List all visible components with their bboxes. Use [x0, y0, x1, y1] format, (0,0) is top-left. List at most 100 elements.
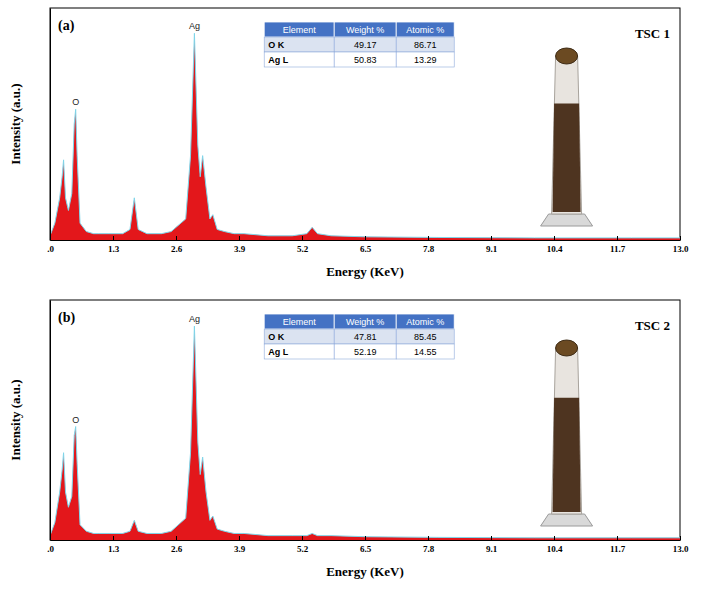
x-tick-label: 11.7: [610, 244, 626, 254]
x-tick-mark: [302, 236, 303, 240]
table-cell: [396, 344, 454, 359]
x-tick-mark: [302, 536, 303, 540]
y-axis: [50, 301, 51, 541]
x-tick-label: 7.8: [423, 244, 435, 254]
vial-base: [541, 514, 593, 526]
x-tick-label: 3.9: [234, 544, 246, 554]
table-header-text: Element: [283, 25, 317, 35]
x-tick-label: 3.9: [234, 244, 246, 254]
spectrum-area: [50, 33, 680, 240]
table-row-head: O K: [268, 332, 285, 342]
x-tick-label: 7.8: [423, 544, 435, 554]
table-value: 49.17: [354, 40, 377, 50]
table-header-cell: [396, 22, 454, 37]
x-axis: .01.32.63.95.26.57.89.110.411.713.0: [47, 536, 689, 554]
vial-liquid: [553, 398, 581, 512]
panel: .01.32.63.95.26.57.89.110.411.713.0Energ…: [8, 8, 689, 279]
table-cell: [334, 329, 396, 344]
x-tick: 9.1: [486, 236, 498, 254]
x-tick-label: 13.0: [673, 244, 689, 254]
x-tick-mark: [554, 236, 555, 240]
x-tick: 3.9: [234, 236, 246, 254]
x-tick: 2.6: [171, 236, 183, 254]
x-tick: 13.0: [673, 236, 689, 254]
table-cell: [264, 52, 334, 67]
vial-cap: [556, 48, 578, 64]
x-tick-mark: [239, 536, 240, 540]
table-header-text: Element: [283, 317, 317, 327]
table-value: 50.83: [354, 55, 377, 65]
x-tick: 10.4: [547, 536, 563, 554]
x-tick-label: 5.2: [297, 544, 309, 554]
plot-area: [50, 326, 680, 540]
peak-label: Ag: [189, 21, 200, 31]
panel-label: (a): [58, 18, 75, 34]
table-row-head: Ag L: [268, 347, 288, 357]
inset-table: ElementWeight %Atomic %O K49.1786.71Ag L…: [264, 22, 454, 67]
peak-label: Ag: [189, 314, 200, 324]
inset-table: ElementWeight %Atomic %O K47.8185.45Ag L…: [264, 314, 454, 359]
x-axis: .01.32.63.95.26.57.89.110.411.713.0: [47, 236, 689, 254]
x-tick: 7.8: [423, 536, 435, 554]
table-value: 85.45: [414, 332, 437, 342]
table-cell: [334, 37, 396, 52]
table-row-head: O K: [268, 40, 285, 50]
x-tick: 7.8: [423, 236, 435, 254]
x-tick-label: 1.3: [108, 244, 120, 254]
spectrum-line: [50, 33, 680, 238]
x-tick-mark: [365, 236, 366, 240]
vial-photo: [541, 48, 593, 226]
x-tick-label: 1.3: [108, 544, 120, 554]
x-tick-label: 6.5: [360, 244, 372, 254]
x-tick: 9.1: [486, 536, 498, 554]
table-header-cell: [264, 22, 334, 37]
table-value: 13.29: [414, 55, 437, 65]
x-tick-mark: [428, 236, 429, 240]
y-axis-line: [50, 301, 51, 541]
x-axis-title: Energy (KeV): [326, 564, 404, 579]
table-cell: [334, 52, 396, 67]
y-axis: [50, 9, 51, 241]
plot-frame: [50, 8, 680, 240]
x-tick-label: 13.0: [673, 544, 689, 554]
table-cell: [264, 329, 334, 344]
figure: .01.32.63.95.26.57.89.110.411.713.0Energ…: [0, 0, 701, 592]
x-tick: 13.0: [673, 536, 689, 554]
x-tick: 5.2: [297, 536, 309, 554]
table-cell: [396, 329, 454, 344]
table-value: 14.55: [414, 347, 437, 357]
x-tick-mark: [176, 536, 177, 540]
vial-liquid: [553, 104, 581, 212]
plot-area: [50, 33, 680, 240]
y-axis-line: [50, 9, 51, 241]
vial-body: [552, 56, 582, 214]
x-tick-label: 9.1: [486, 244, 498, 254]
spectrum-line: [50, 326, 680, 538]
vial-cap: [556, 340, 578, 356]
vial-photo: [541, 340, 593, 526]
x-tick-label: 10.4: [547, 244, 563, 254]
table-header-text: Atomic %: [406, 25, 444, 35]
table-cell: [334, 344, 396, 359]
x-tick: 5.2: [297, 236, 309, 254]
peak-label: O: [72, 97, 79, 107]
plot-frame: [50, 300, 680, 540]
table-header-text: Weight %: [346, 25, 384, 35]
x-tick-label: 6.5: [360, 544, 372, 554]
x-tick: 3.9: [234, 536, 246, 554]
spectrum-area: [50, 326, 680, 540]
x-tick: 6.5: [360, 536, 372, 554]
table-row-head: Ag L: [268, 55, 288, 65]
x-tick-mark: [554, 536, 555, 540]
y-axis-title: Intensity (a.u.): [8, 83, 23, 164]
x-tick-mark: [680, 236, 681, 240]
x-tick-mark: [617, 236, 618, 240]
x-tick-mark: [113, 236, 114, 240]
table-value: 47.81: [354, 332, 377, 342]
x-tick: 11.7: [610, 236, 626, 254]
table-header-text: Atomic %: [406, 317, 444, 327]
table-header-cell: [264, 314, 334, 329]
y-axis-title: Intensity (a.u.): [8, 379, 23, 460]
table-header-cell: [396, 314, 454, 329]
table-header-cell: [334, 314, 396, 329]
